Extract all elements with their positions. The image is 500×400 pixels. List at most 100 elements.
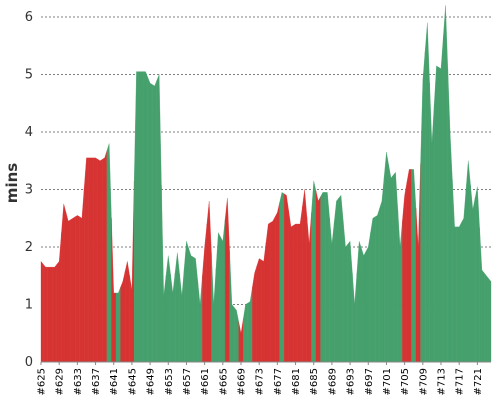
area-point-642 — [115, 287, 121, 363]
y-axis-label: mins — [3, 163, 21, 203]
area-point-648 — [143, 71, 148, 363]
area-point-711 — [429, 83, 435, 363]
area-point-639 — [102, 150, 108, 363]
area-point-636 — [88, 157, 94, 363]
x-tick-label-661: #661 — [200, 368, 211, 395]
area-point-720 — [470, 185, 476, 363]
x-tick-label-705: #705 — [400, 368, 411, 395]
x-tick-label-721: #721 — [473, 368, 484, 395]
area-point-707 — [411, 169, 417, 363]
x-tick-label-645: #645 — [127, 368, 138, 395]
x-tick-label-713: #713 — [437, 368, 448, 395]
area-point-694 — [352, 272, 358, 363]
area-point-661 — [202, 223, 208, 363]
area-point-631 — [65, 212, 71, 363]
x-tick-label-693: #693 — [346, 368, 357, 395]
area-point-651 — [156, 74, 162, 363]
area-point-626 — [43, 263, 48, 363]
area-point-716 — [452, 179, 458, 363]
area-point-677 — [274, 202, 280, 363]
area-point-645 — [129, 180, 135, 363]
area-point-721 — [474, 186, 480, 363]
area-point-706 — [406, 169, 412, 363]
area-point-640 — [106, 143, 112, 363]
x-tick-label-669: #669 — [237, 368, 248, 395]
y-tick-label-2: 2 — [25, 240, 33, 255]
x-tick-label-685: #685 — [309, 368, 320, 395]
area-point-672 — [252, 265, 258, 363]
area-point-680 — [288, 211, 294, 363]
area-point-676 — [270, 216, 276, 363]
area-point-666 — [224, 198, 230, 363]
area-point-682 — [297, 206, 303, 363]
x-tick-label-641: #641 — [109, 368, 120, 395]
area-point-700 — [379, 176, 385, 363]
x-tick-label-657: #657 — [182, 368, 193, 395]
area-point-709 — [420, 51, 426, 363]
area-point-685 — [311, 180, 317, 363]
area-point-686 — [315, 190, 321, 363]
x-tick-label-697: #697 — [364, 368, 375, 395]
area-point-625 — [40, 260, 44, 363]
duration-area-series — [40, 5, 492, 363]
area-point-662 — [206, 200, 212, 363]
area-point-644 — [124, 261, 130, 363]
area-point-684 — [306, 212, 312, 363]
area-point-674 — [261, 242, 267, 363]
x-tick-label-681: #681 — [291, 368, 302, 395]
area-point-671 — [247, 287, 253, 363]
area-point-701 — [384, 152, 389, 363]
area-point-702 — [388, 165, 394, 363]
x-tick-label-673: #673 — [255, 368, 266, 395]
x-tick-label-653: #653 — [164, 368, 175, 395]
area-point-627 — [47, 266, 53, 363]
x-tick-label-689: #689 — [327, 368, 338, 395]
area-point-673 — [256, 258, 262, 363]
area-point-723 — [484, 272, 489, 363]
x-tick-label-717: #717 — [455, 368, 466, 395]
x-tick-label-629: #629 — [55, 368, 66, 395]
area-point-664 — [215, 232, 221, 363]
area-point-635 — [84, 157, 89, 363]
area-point-633 — [74, 215, 80, 363]
area-point-628 — [52, 263, 58, 363]
area-point-712 — [434, 65, 439, 363]
area-point-638 — [97, 159, 103, 363]
area-point-678 — [279, 192, 285, 363]
area-point-704 — [397, 209, 403, 363]
area-point-654 — [170, 272, 176, 363]
area-point-713 — [438, 37, 444, 363]
area-point-669 — [238, 318, 244, 363]
y-tick-label-6: 6 — [25, 10, 33, 25]
x-tick-label-677: #677 — [273, 368, 284, 395]
area-point-699 — [374, 208, 380, 363]
area-point-710 — [424, 22, 430, 363]
x-tick-label-637: #637 — [91, 368, 102, 395]
area-point-634 — [79, 188, 85, 363]
area-point-691 — [338, 194, 344, 363]
area-point-656 — [179, 268, 185, 363]
area-point-659 — [193, 256, 198, 363]
area-point-717 — [456, 222, 462, 363]
area-point-658 — [188, 248, 194, 363]
area-point-724 — [488, 278, 492, 363]
area-point-657 — [184, 241, 189, 363]
area-point-643 — [120, 271, 126, 363]
x-axis-ticks: #625 #629 #633 #637 #641 #645 #649 #653 #657 #661… — [37, 362, 484, 395]
y-tick-label-4: 4 — [25, 125, 33, 140]
area-point-714 — [443, 5, 448, 363]
area-point-715 — [447, 68, 453, 363]
area-point-692 — [343, 221, 348, 363]
area-point-652 — [161, 185, 167, 363]
area-point-647 — [138, 71, 144, 363]
x-tick-label-633: #633 — [73, 368, 84, 395]
area-point-653 — [165, 255, 171, 363]
y-axis-ticks: 0 1 2 3 4 5 6 — [25, 10, 33, 370]
x-tick-label-701: #701 — [382, 368, 393, 395]
y-tick-label-1: 1 — [25, 298, 33, 313]
area-point-683 — [302, 189, 308, 363]
area-point-670 — [243, 302, 248, 363]
x-tick-label-625: #625 — [37, 368, 48, 395]
area-point-632 — [70, 216, 76, 363]
